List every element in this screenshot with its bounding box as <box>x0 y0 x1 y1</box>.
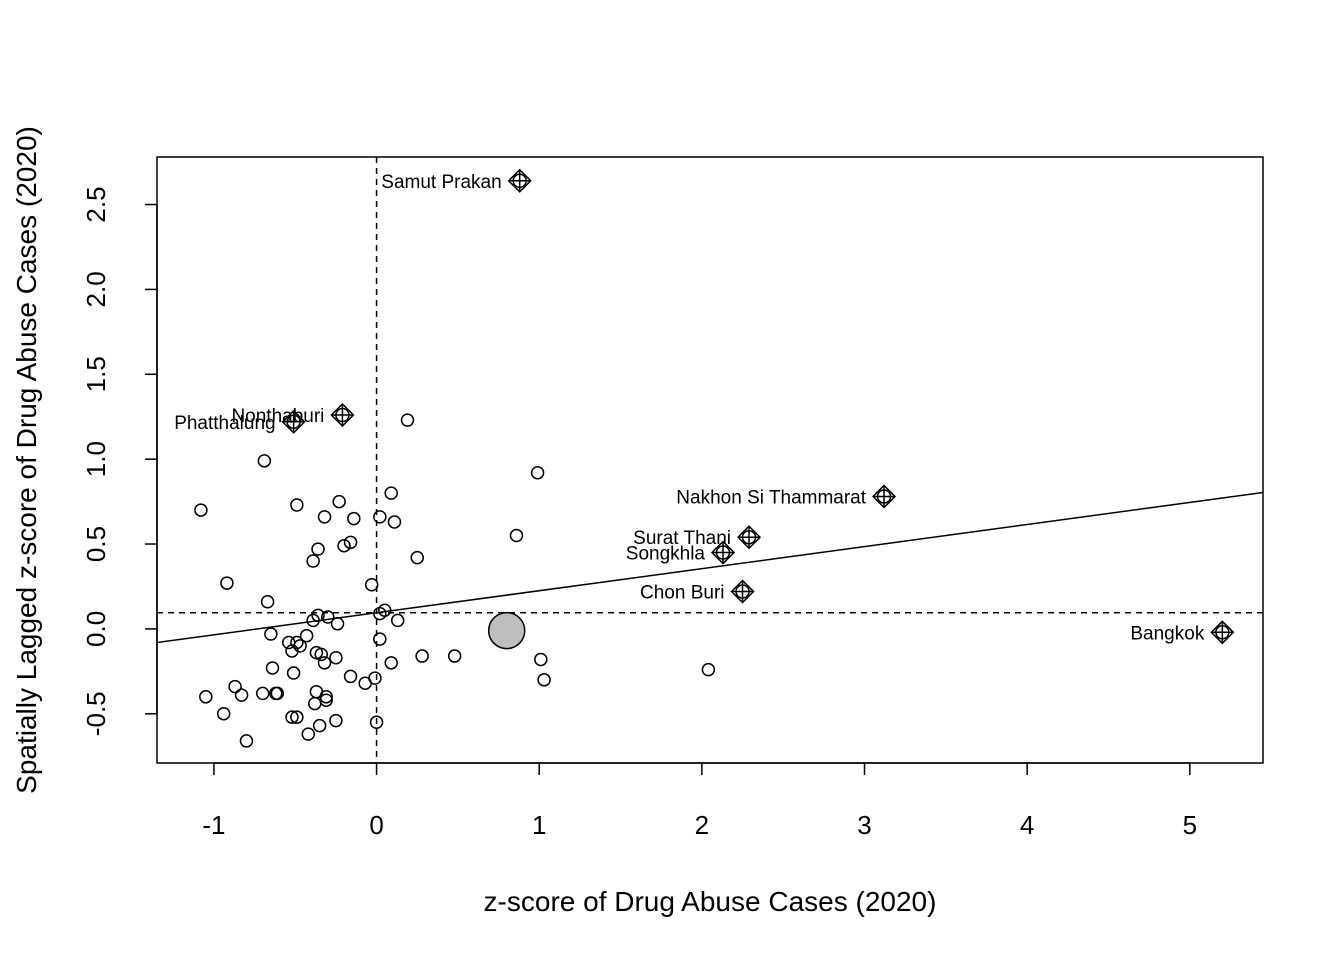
y-tick-label: 2.0 <box>81 271 111 307</box>
data-point <box>390 613 405 628</box>
x-tick-label: 1 <box>532 810 546 840</box>
x-tick-label: 0 <box>369 810 383 840</box>
x-tick-label: 2 <box>695 810 709 840</box>
data-point <box>534 652 548 667</box>
data-point <box>373 632 387 646</box>
data-point <box>285 644 299 658</box>
y-tick-label: 1.5 <box>81 356 111 392</box>
data-point <box>329 651 343 665</box>
point-label: Nonthaburi <box>231 406 324 427</box>
y-tick-label: 0.0 <box>81 611 111 647</box>
data-point <box>343 535 358 550</box>
plot-points-layer <box>194 168 1235 748</box>
y-tick-label: 0.5 <box>81 526 111 562</box>
y-tick-label: 1.0 <box>81 441 111 477</box>
data-point <box>384 656 398 670</box>
data-point <box>400 413 415 427</box>
data-point <box>332 494 346 509</box>
data-point <box>317 656 332 670</box>
influential-point <box>281 409 306 434</box>
data-point <box>387 515 402 529</box>
data-point <box>220 576 234 590</box>
data-point <box>239 734 254 748</box>
data-point <box>299 628 314 643</box>
data-point <box>216 707 231 721</box>
data-point <box>290 710 304 724</box>
data-point <box>228 679 242 694</box>
data-point <box>415 649 429 663</box>
influential-point <box>330 402 355 428</box>
data-point <box>329 713 343 728</box>
x-tick-label: -1 <box>202 810 225 840</box>
data-point <box>321 610 335 624</box>
data-point <box>410 550 424 565</box>
data-point <box>314 647 329 662</box>
data-point <box>312 718 327 733</box>
influential-point <box>1210 620 1235 645</box>
plot-frame <box>156 156 1264 764</box>
data-point <box>347 511 361 526</box>
x-tick-label: 3 <box>857 810 871 840</box>
point-label: Songkhla <box>626 544 706 565</box>
x-axis-title: z-score of Drug Abuse Cases (2020) <box>484 886 937 917</box>
y-tick-label: 2.5 <box>81 186 111 222</box>
x-tick-label: 4 <box>1020 810 1034 840</box>
x-tick-label: 5 <box>1183 810 1197 840</box>
data-point <box>285 710 299 724</box>
point-label: Chon Buri <box>640 583 725 604</box>
data-point <box>301 727 316 741</box>
y-axis: -0.5 0.0 0.5 1.0 1.5 2.0 2.5 <box>81 186 158 736</box>
data-point <box>290 498 304 512</box>
data-point <box>509 528 524 543</box>
influential-point <box>736 525 762 550</box>
y-axis-title: Spatially Lagged z-score of Drug Abuse C… <box>11 126 42 794</box>
data-point <box>286 666 301 680</box>
data-point <box>358 676 372 690</box>
data-point <box>373 510 387 524</box>
data-point <box>311 542 325 556</box>
data-point <box>369 715 384 730</box>
y-tick-label: -0.5 <box>81 691 111 736</box>
data-point <box>264 627 278 641</box>
data-point <box>270 686 285 701</box>
point-label: Samut Prakan <box>381 172 501 193</box>
point-label: Nakhon Si Thammarat <box>676 487 866 508</box>
data-point <box>260 594 275 609</box>
data-point <box>537 673 551 687</box>
data-point <box>447 649 462 663</box>
data-point <box>306 613 320 628</box>
data-point <box>384 486 398 500</box>
data-point <box>234 688 249 702</box>
data-point <box>255 686 270 701</box>
influential-point <box>507 168 532 193</box>
data-point <box>701 662 716 677</box>
data-point <box>317 510 332 524</box>
influential-point <box>710 540 736 565</box>
data-point <box>343 669 358 684</box>
data-point <box>199 690 213 704</box>
regression-line <box>157 491 1263 644</box>
centroid-point <box>487 611 526 650</box>
data-point <box>306 554 320 568</box>
data-point <box>530 465 545 480</box>
data-point <box>194 503 208 517</box>
data-point <box>265 661 280 675</box>
data-point <box>364 578 379 592</box>
influential-point <box>730 579 755 604</box>
point-label: Phatthalung <box>174 413 275 434</box>
data-point <box>337 538 351 553</box>
data-point <box>319 690 333 704</box>
plot-lines-layer <box>157 157 1263 763</box>
influential-point <box>871 484 897 509</box>
data-point <box>373 606 387 621</box>
data-point <box>257 454 272 468</box>
data-point <box>330 617 345 631</box>
data-point <box>311 608 325 623</box>
point-label: Surat Thani <box>633 528 731 549</box>
x-axis: -1 0 1 2 3 4 5 <box>202 762 1197 840</box>
data-point <box>308 696 322 711</box>
point-label: Bangkok <box>1130 623 1204 644</box>
